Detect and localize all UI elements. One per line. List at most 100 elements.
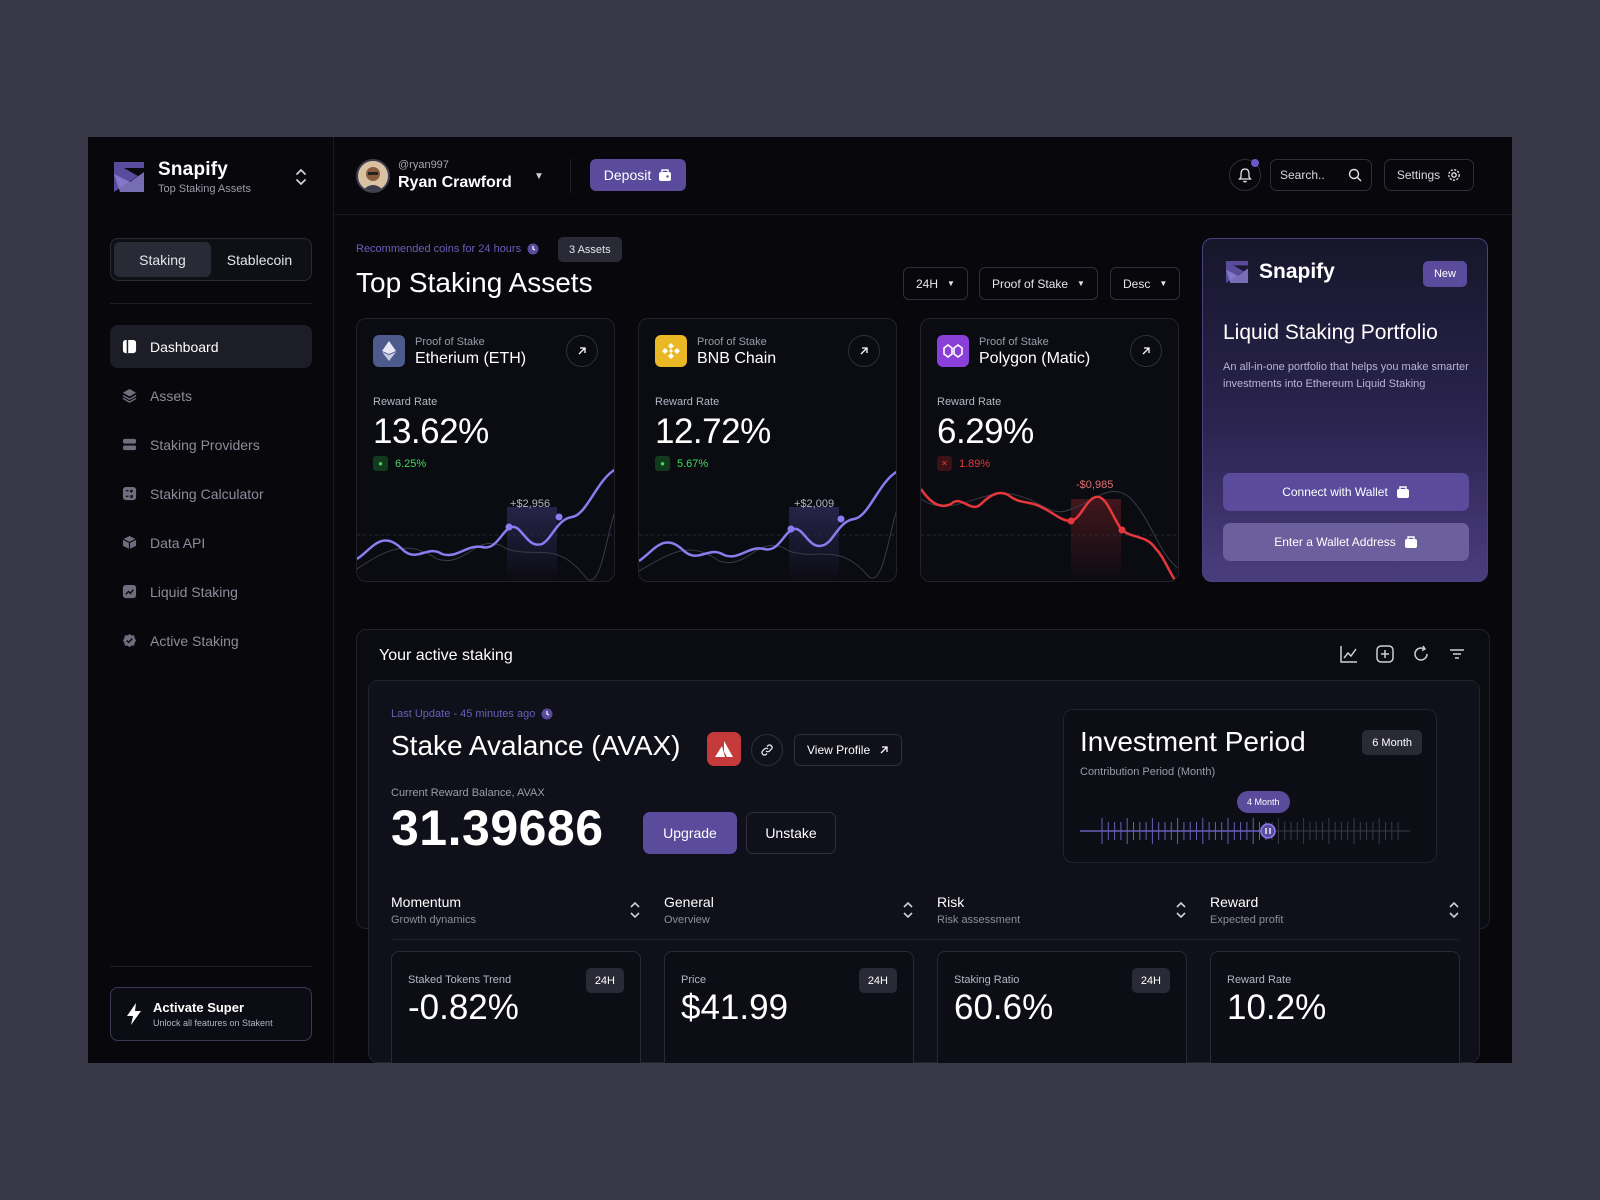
caret-down-icon: ▼ bbox=[1159, 279, 1168, 288]
stat-card-reward-rate: Reward Rate 10.2% bbox=[1210, 951, 1460, 1063]
copy-link-button[interactable] bbox=[751, 734, 783, 766]
deposit-button[interactable]: Deposit bbox=[590, 159, 686, 191]
stat-card-staked-tokens: Staked Tokens Trend -0.82% 24H bbox=[391, 951, 641, 1063]
sort-icon[interactable] bbox=[629, 900, 641, 920]
clock-icon bbox=[541, 708, 553, 720]
filter-icon[interactable] bbox=[1447, 644, 1467, 664]
staking-mode-toggle: Staking Stablecoin bbox=[110, 238, 312, 281]
arrow-up-right-icon bbox=[880, 746, 888, 754]
metric-header-momentum[interactable]: Momentum Growth dynamics bbox=[391, 894, 641, 926]
sort-icon[interactable] bbox=[1175, 900, 1187, 920]
investment-period-card: Investment Period 6 Month Contribution P… bbox=[1063, 709, 1437, 863]
trend-icon bbox=[122, 584, 137, 599]
sidebar-item-staking-calculator[interactable]: Staking Calculator bbox=[110, 472, 312, 515]
sidebar-item-assets[interactable]: Assets bbox=[110, 374, 312, 417]
divider bbox=[391, 939, 1459, 940]
user-avatar-icon bbox=[362, 167, 384, 191]
notifications-button[interactable] bbox=[1229, 159, 1261, 191]
arrow-up-right-icon bbox=[860, 347, 868, 355]
stat-card-staking-ratio: Staking Ratio 60.6% 24H bbox=[937, 951, 1187, 1063]
rate-change-value: 5.67% bbox=[677, 457, 709, 470]
metric-header-risk[interactable]: Risk Risk assessment bbox=[937, 894, 1187, 926]
asset-name: BNB Chain bbox=[697, 350, 777, 367]
chart-annotation: +$2,009 bbox=[794, 498, 835, 510]
unstake-button[interactable]: Unstake bbox=[746, 812, 836, 854]
rate-change-value: 6.25% bbox=[395, 457, 427, 470]
period-slider[interactable] bbox=[1080, 814, 1410, 848]
snapify-logo-icon bbox=[114, 162, 144, 192]
polygon-icon bbox=[937, 335, 969, 367]
dashboard-icon bbox=[122, 339, 137, 354]
link-icon bbox=[761, 744, 773, 756]
recommended-label: Recommended coins for 24 hours bbox=[356, 243, 539, 255]
asset-sparkline bbox=[639, 470, 896, 581]
chevron-updown-icon[interactable] bbox=[294, 167, 308, 187]
app-window: Snapify Top Staking Assets Staking Stabl… bbox=[88, 137, 1512, 1063]
section-title: Your active staking bbox=[379, 647, 513, 664]
consensus-value: Proof of Stake bbox=[992, 276, 1069, 291]
search-input[interactable]: Search.. bbox=[1270, 159, 1372, 191]
enter-wallet-address-button[interactable]: Enter a Wallet Address bbox=[1223, 523, 1469, 561]
chart-line-icon[interactable] bbox=[1339, 644, 1359, 664]
view-profile-button[interactable]: View Profile bbox=[794, 734, 903, 766]
connect-wallet-button[interactable]: Connect with Wallet bbox=[1223, 473, 1469, 511]
tab-staking[interactable]: Staking bbox=[114, 242, 211, 277]
page-title: Top Staking Assets bbox=[356, 267, 593, 298]
user-name[interactable]: Ryan Crawford bbox=[398, 174, 512, 191]
metric-title: General bbox=[664, 894, 714, 910]
sidebar-item-liquid-staking[interactable]: Liquid Staking bbox=[110, 570, 312, 613]
stake-title: Stake Avalance (AVAX) bbox=[391, 730, 681, 761]
metric-header-general[interactable]: General Overview bbox=[664, 894, 914, 926]
asset-sparkline bbox=[921, 488, 1178, 581]
open-asset-button[interactable] bbox=[1130, 335, 1162, 367]
consensus-select[interactable]: Proof of Stake ▼ bbox=[979, 267, 1098, 300]
sidebar-item-active-staking[interactable]: Active Staking bbox=[110, 619, 312, 662]
avatar[interactable] bbox=[356, 159, 390, 193]
reward-rate-value: 6.29% bbox=[937, 412, 1034, 451]
settings-label: Settings bbox=[1396, 168, 1441, 182]
sidebar-item-staking-providers[interactable]: Staking Providers bbox=[110, 423, 312, 466]
bnb-icon bbox=[655, 335, 687, 367]
caret-down-icon[interactable]: ▼ bbox=[534, 171, 544, 182]
add-icon[interactable] bbox=[1375, 644, 1395, 664]
notification-dot bbox=[1251, 159, 1259, 167]
calculator-icon bbox=[122, 486, 137, 501]
settings-button[interactable]: Settings bbox=[1384, 159, 1474, 191]
upgrade-button[interactable]: Upgrade bbox=[643, 812, 737, 854]
activate-super-button[interactable]: Activate Super Unlock all features on St… bbox=[110, 987, 312, 1041]
sidebar-item-data-api[interactable]: Data API bbox=[110, 521, 312, 564]
asset-name: Etherium (ETH) bbox=[415, 350, 527, 367]
stat-label: Staking Ratio bbox=[954, 974, 1020, 986]
timeframe-select[interactable]: 24H ▼ bbox=[903, 267, 968, 300]
tab-stablecoin[interactable]: Stablecoin bbox=[226, 251, 293, 268]
timeframe-badge[interactable]: 24H bbox=[1131, 968, 1170, 993]
stat-value: 10.2% bbox=[1227, 988, 1327, 1027]
wallet-icon bbox=[1404, 536, 1417, 548]
new-badge: New bbox=[1422, 261, 1467, 287]
rate-change: ● 5.67% bbox=[655, 456, 708, 471]
metric-header-reward[interactable]: Reward Expected profit bbox=[1210, 894, 1460, 926]
metric-title: Momentum bbox=[391, 894, 462, 910]
asset-card-eth[interactable]: Proof of Stake Etherium (ETH) Reward Rat… bbox=[356, 318, 615, 582]
refresh-icon[interactable] bbox=[1411, 644, 1431, 664]
sort-icon[interactable] bbox=[1448, 900, 1460, 920]
divider bbox=[110, 303, 312, 304]
sort-select[interactable]: Desc ▼ bbox=[1110, 267, 1181, 300]
period-badge[interactable]: 6 Month bbox=[1362, 730, 1422, 755]
timeframe-badge[interactable]: 24H bbox=[858, 968, 897, 993]
open-asset-button[interactable] bbox=[848, 335, 880, 367]
activate-super-subtitle: Unlock all features on Stakent bbox=[153, 1018, 273, 1028]
arrow-up-right-icon bbox=[1142, 347, 1150, 355]
gear-icon bbox=[1448, 169, 1461, 181]
sidebar-item-label: Staking Calculator bbox=[150, 485, 264, 502]
sidebar-item-dashboard[interactable]: Dashboard bbox=[110, 325, 312, 368]
asset-card-polygon[interactable]: Proof of Stake Polygon (Matic) Reward Ra… bbox=[920, 318, 1179, 582]
sort-icon[interactable] bbox=[902, 900, 914, 920]
brand[interactable]: Snapify Top Staking Assets bbox=[110, 159, 251, 195]
lightning-icon bbox=[127, 1003, 141, 1025]
search-placeholder: Search.. bbox=[1280, 168, 1325, 182]
timeframe-badge[interactable]: 24H bbox=[585, 968, 624, 993]
asset-card-bnb[interactable]: Proof of Stake BNB Chain Reward Rate 12.… bbox=[638, 318, 897, 582]
open-asset-button[interactable] bbox=[566, 335, 598, 367]
rate-change: ✕ 1.89% bbox=[937, 456, 990, 471]
